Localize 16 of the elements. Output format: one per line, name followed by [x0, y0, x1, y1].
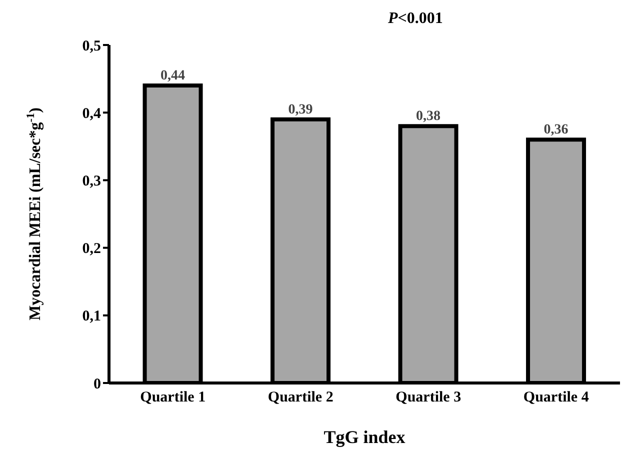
text: P<0.001: [388, 10, 443, 28]
y-tick-label: 0,1: [82, 308, 101, 325]
y-tick-label: 0,4: [82, 106, 102, 122]
x-axis-title: TgG index: [324, 427, 406, 447]
x-tick-label: Quartile 1: [140, 390, 206, 406]
x-tick-label: Quartile 2: [268, 390, 334, 406]
y-tick-label: 0: [94, 376, 101, 392]
data-label: 0,38: [416, 109, 441, 124]
data-label: 0,39: [288, 102, 313, 118]
y-tick-label: 0,3: [82, 174, 101, 190]
data-label: 0,36: [544, 122, 568, 138]
data-label: 0,44: [160, 68, 186, 84]
x-tick-label: Quartile 4: [523, 390, 590, 406]
y-tick-label: 0,5: [82, 38, 101, 54]
x-tick-label: Quartile 3: [396, 390, 462, 406]
y-tick-label: 0,2: [82, 241, 101, 258]
